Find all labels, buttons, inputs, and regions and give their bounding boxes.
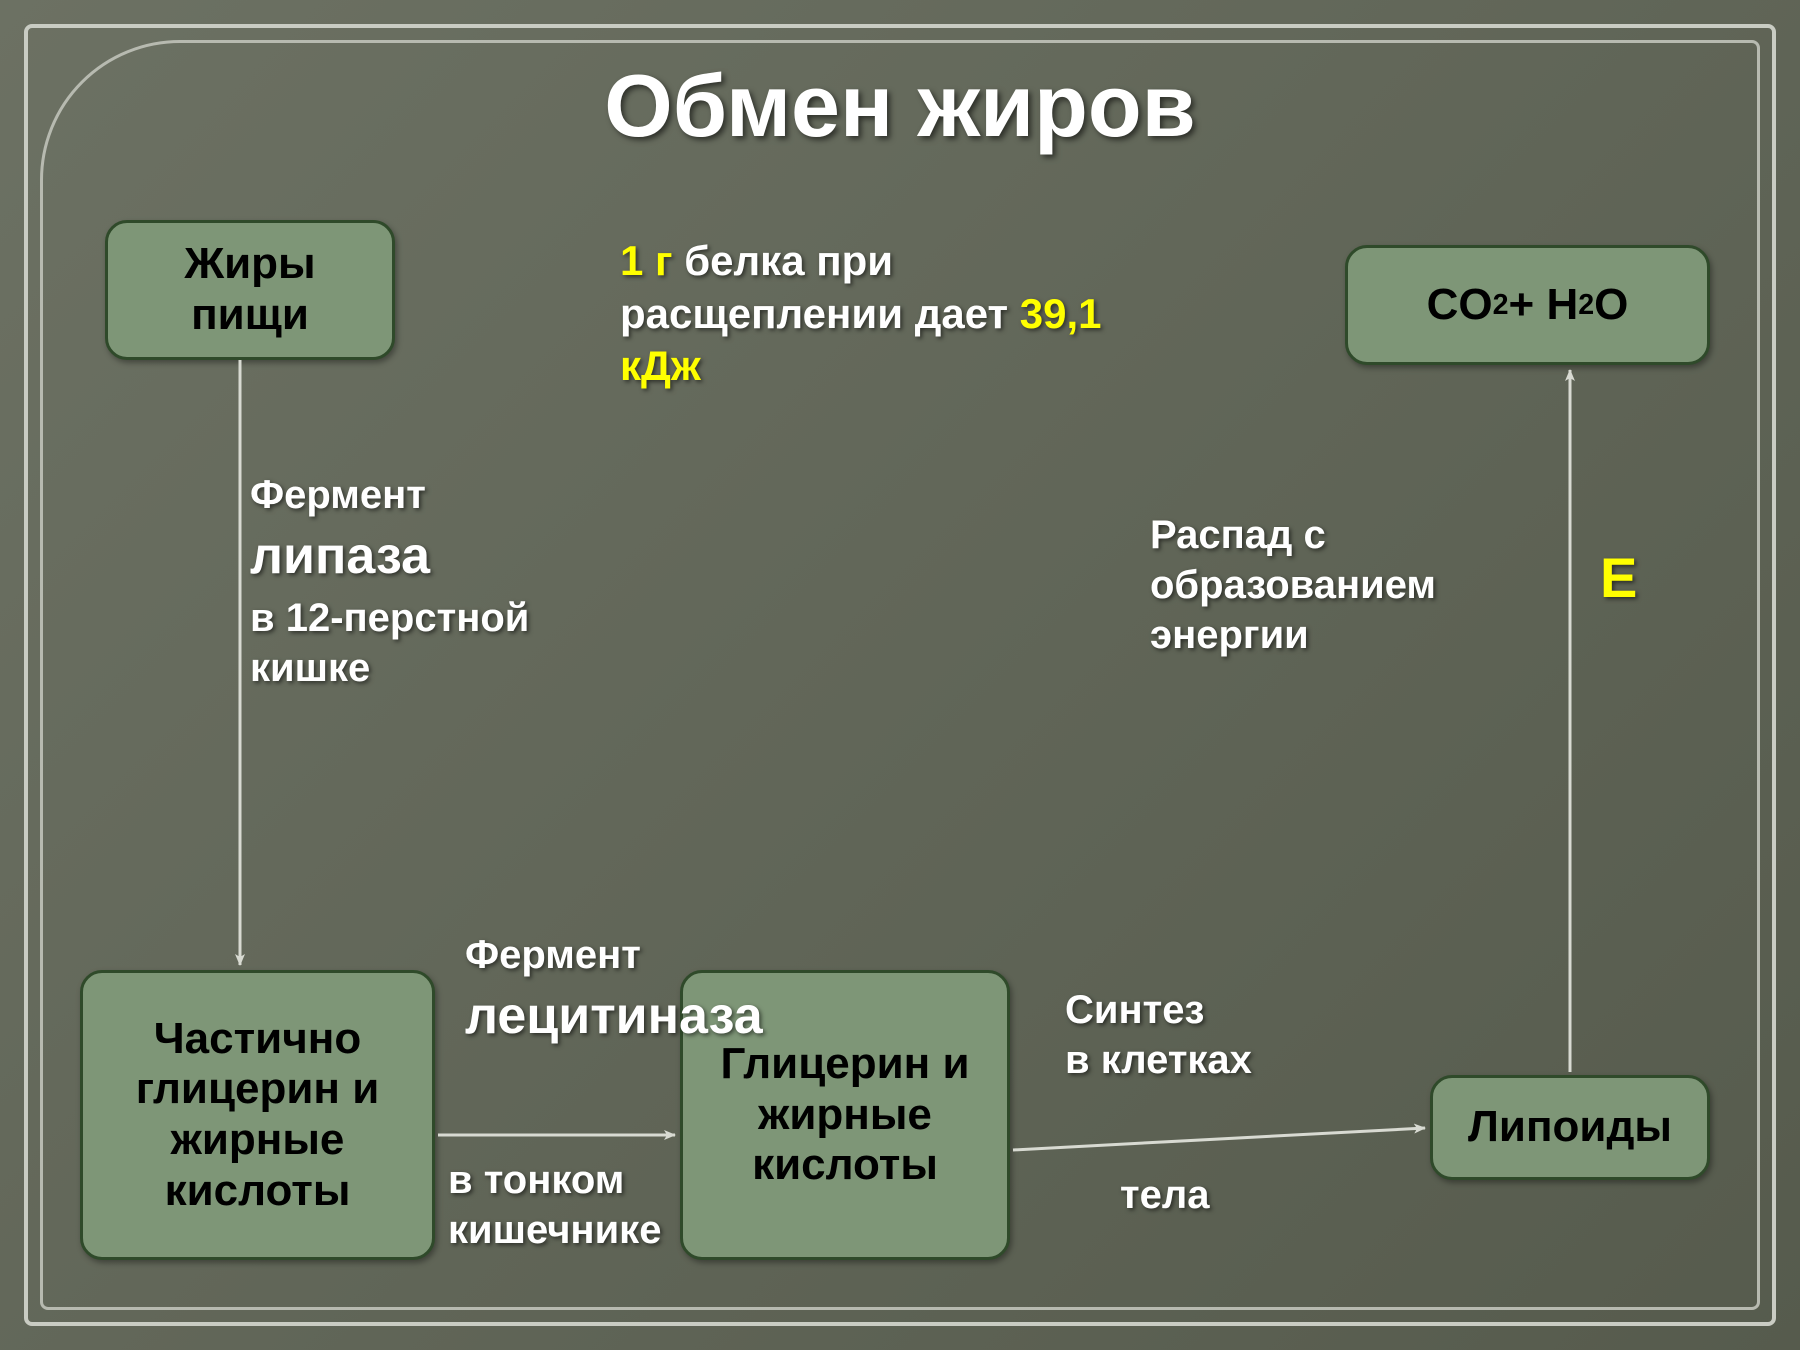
energy-info: 1 г белка при расщеплении дает 39,1 кДж (620, 235, 1140, 393)
node-co2-h2o: CO2+ H2O (1345, 245, 1710, 365)
energy-info-prefix: 1 г (620, 237, 684, 284)
node-lipoids: Липоиды (1430, 1075, 1710, 1180)
energy-symbol: Е (1600, 545, 1637, 610)
label-lecithinase-top: Фермент лецитиназа (465, 930, 763, 1053)
label-lipase: Фермент липаза в 12-перстной кишке (250, 470, 590, 693)
slide-title: Обмен жиров (0, 55, 1800, 157)
label-lecithinase-bottom: в тонком кишечнике (448, 1155, 678, 1255)
node-partial-glycerin: Частично глицерин и жирные кислоты (80, 970, 435, 1260)
slide: Обмен жиров 1 г белка при расщеплении да… (0, 0, 1800, 1350)
node-fats-food: Жиры пищи (105, 220, 395, 360)
label-decay: Распад собразованиемэнергии (1150, 510, 1436, 660)
label-synthesis-bottom: тела (1120, 1170, 1210, 1220)
label-synthesis-top: Синтезв клетках (1065, 985, 1252, 1085)
